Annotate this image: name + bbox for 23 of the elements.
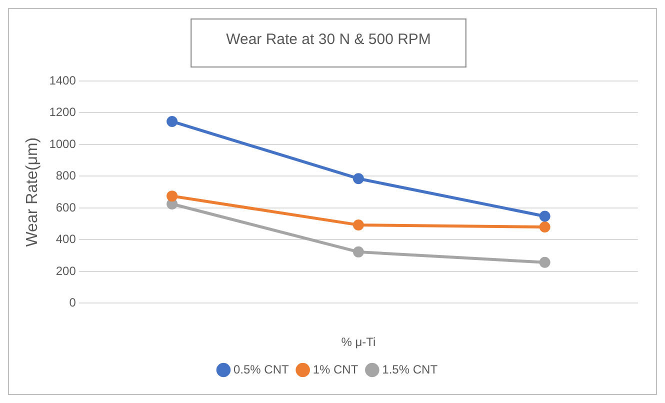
legend-label: 0.5% CNT [233, 362, 290, 376]
legend-label: 1.5% CNT [382, 362, 438, 376]
point [539, 256, 550, 268]
y-axis-title: Wear Rate(μm) [24, 137, 42, 247]
y-tick-label: 1000 [49, 136, 76, 151]
y-tick-label: 0 [69, 296, 76, 310]
point [352, 173, 364, 184]
y-tick-label: 1200 [49, 105, 76, 120]
chart-title: Wear Rate at 30 N & 500 RPM [226, 31, 431, 48]
point [539, 222, 550, 233]
x-axis-title: % μ-Ti [341, 335, 376, 350]
point [166, 190, 178, 202]
y-tick-label: 600 [56, 200, 76, 214]
point [166, 116, 178, 127]
y-tick-label: 800 [56, 168, 76, 183]
y-tick-label: 400 [56, 232, 76, 246]
point [352, 219, 364, 230]
legend-label: 1% CNT [312, 362, 359, 376]
point [166, 198, 178, 210]
point [539, 210, 550, 222]
y-tick-label: 200 [56, 264, 76, 278]
y-tick-label: 1400 [49, 73, 76, 88]
point [352, 246, 364, 258]
